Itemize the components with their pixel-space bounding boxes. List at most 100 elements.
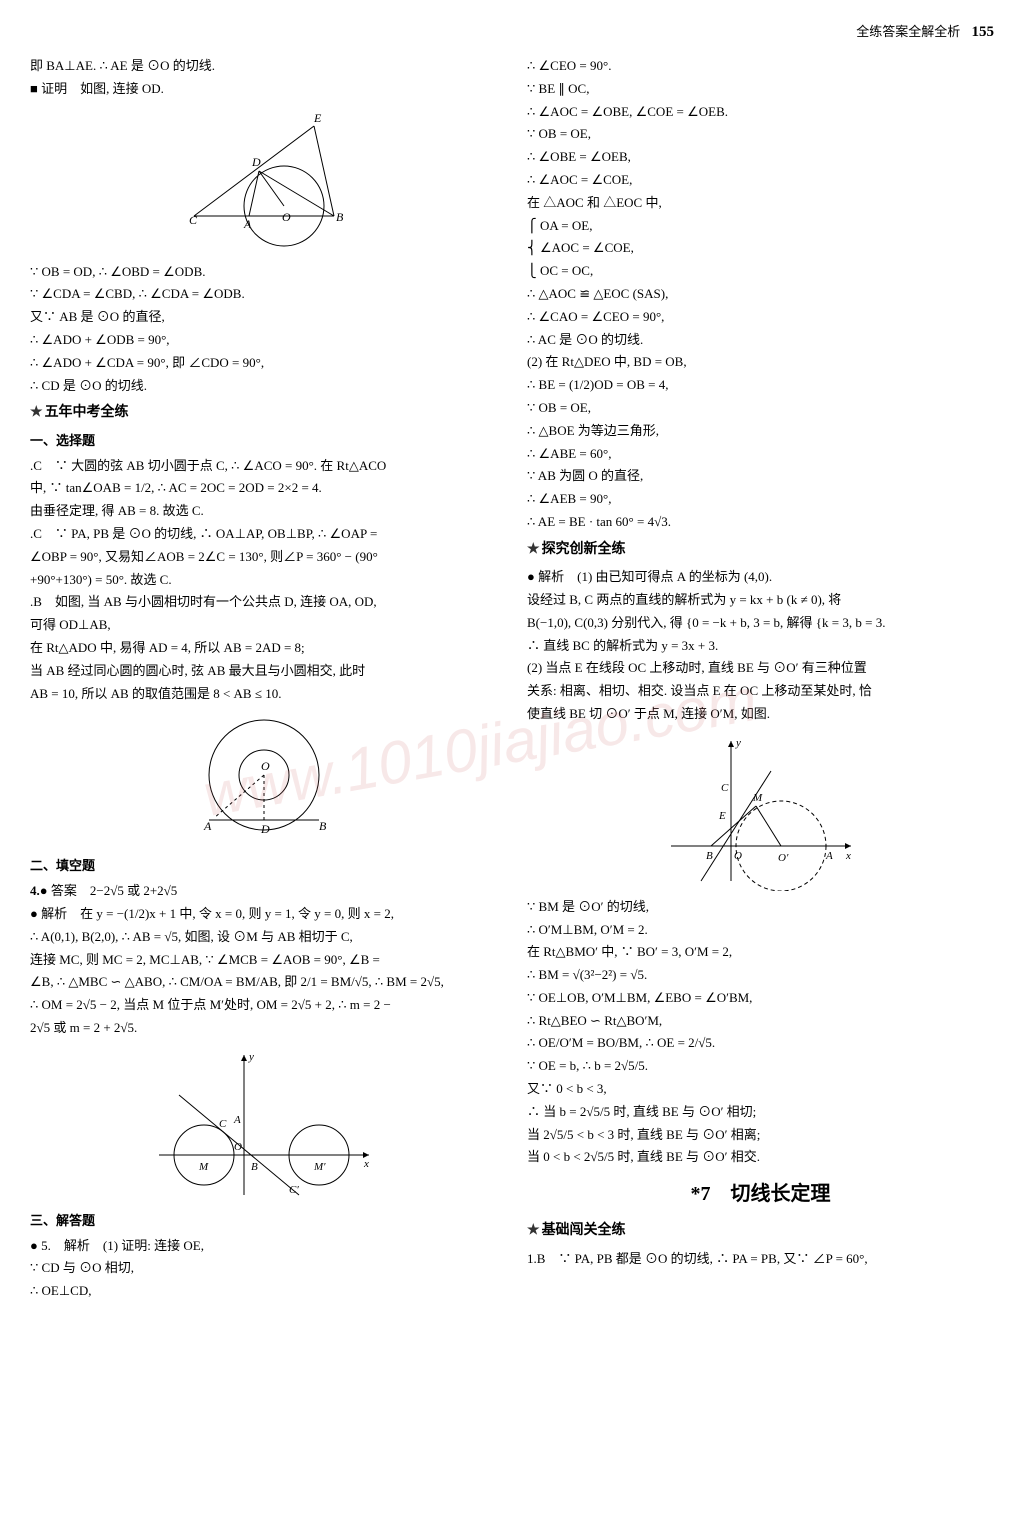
text-line: ∴ BM = √(3²−2²) = √5.	[527, 965, 994, 986]
text-line: .B 如图, 当 AB 与小圆相切时有一个公共点 D, 连接 OA, OD,	[30, 592, 497, 613]
answer-text: 答案 2−2√5 或 2+2√5	[51, 883, 177, 898]
text-line: AB = 10, 所以 AB 的取值范围是 8 < AB ≤ 10.	[30, 684, 497, 705]
svg-text:A: A	[203, 819, 212, 833]
text-line: 当 AB 经过同心圆的圆心时, 弦 AB 最大且与小圆相交, 此时	[30, 661, 497, 682]
proof-label: 证明 如图, 连接 OD.	[41, 81, 164, 96]
svg-text:B: B	[251, 1161, 258, 1173]
svg-text:B: B	[319, 819, 327, 833]
svg-text:D: D	[251, 155, 261, 169]
coordinate-tangent-diagram: B O O′ A E C M y x	[661, 731, 861, 891]
text-line: ∴ ∠AOC = ∠OBE, ∠COE = ∠OEB.	[527, 102, 994, 123]
text-line: ⎧ OA = OE,	[527, 216, 994, 237]
text-line: ∵ CD 与 ⊙O 相切,	[30, 1258, 497, 1279]
svg-text:O′: O′	[778, 852, 789, 864]
svg-text:M: M	[198, 1161, 209, 1173]
text-line: 设经过 B, C 两点的直线的解析式为 y = kx + b (k ≠ 0), …	[527, 590, 994, 611]
q5-text: 5. 解析 (1) 证明: 连接 OE,	[41, 1238, 204, 1253]
text-line: ■ 证明 如图, 连接 OD.	[30, 79, 497, 100]
text-line: ● 解析 (1) 由已知可得点 A 的坐标为 (4,0).	[527, 567, 994, 588]
left-column: 即 BA⊥AE. ∴ AE 是 ⊙O 的切线. ■ 证明 如图, 连接 OD. …	[30, 54, 497, 1304]
text-line: ∴ ∠ABE = 60°,	[527, 444, 994, 465]
svg-text:y: y	[735, 737, 741, 749]
text-line: +90°+130°) = 50°. 故选 C.	[30, 570, 497, 591]
text-line: ∵ ∠CDA = ∠CBD, ∴ ∠CDA = ∠ODB.	[30, 284, 497, 305]
svg-text:D: D	[260, 822, 270, 836]
svg-text:O: O	[234, 1141, 242, 1153]
header-title: 全练答案全解全析	[856, 24, 960, 39]
text-line: ∴ △BOE 为等边三角形,	[527, 421, 994, 442]
text-line: ∵ OE⊥OB, O′M⊥BM, ∠EBO = ∠O′BM,	[527, 988, 994, 1009]
section-title: 探究创新全练	[527, 539, 994, 561]
text-line: ∴ ∠ADO + ∠CDA = 90°, 即 ∠CDO = 90°,	[30, 353, 497, 374]
right-column: ∴ ∠CEO = 90°. ∵ BE ∥ OC, ∴ ∠AOC = ∠OBE, …	[527, 54, 994, 1304]
sub-heading: 三、解答题	[30, 1211, 497, 1232]
text-line: ∴ Rt△BEO ∽ Rt△BO′M,	[527, 1011, 994, 1032]
text-line: ∴ O′M⊥BM, O′M = 2.	[527, 920, 994, 941]
svg-text:C: C	[219, 1118, 227, 1130]
svg-text:x: x	[845, 850, 851, 862]
svg-text:B: B	[336, 210, 344, 224]
text-line: ∵ OB = OE,	[527, 124, 994, 145]
text-line: 又∵ AB 是 ⊙O 的直径,	[30, 307, 497, 328]
sub-heading: 一、选择题	[30, 431, 497, 452]
svg-text:E: E	[718, 810, 726, 822]
text-line: (2) 当点 E 在线段 OC 上移动时, 直线 BE 与 ⊙O′ 有三种位置	[527, 658, 994, 679]
text-line: ∴ ∠CAO = ∠CEO = 90°,	[527, 307, 994, 328]
page-number: 155	[972, 24, 995, 40]
text-line: ∠B, ∴ △MBC ∽ △ABO, ∴ CM/OA = BM/AB, 即 2/…	[30, 972, 497, 993]
text-line: ∴ AE = BE · tan 60° = 4√3.	[527, 512, 994, 533]
text-line: ∴ CD 是 ⊙O 的切线.	[30, 376, 497, 397]
text-line: 又∵ 0 < b < 3,	[527, 1079, 994, 1100]
text-line: 在 Rt△BMO′ 中, ∵ BO′ = 3, O′M = 2,	[527, 942, 994, 963]
text-line: ⎨ ∠AOC = ∠COE,	[527, 238, 994, 259]
text-line: ∴ A(0,1), B(2,0), ∴ AB = √5, 如图, 设 ⊙M 与 …	[30, 927, 497, 948]
text-line: ● 解析 在 y = −(1/2)x + 1 中, 令 x = 0, 则 y =…	[30, 904, 497, 925]
text-line: ∠OBP = 90°, 又易知∠AOB = 2∠C = 130°, 则∠P = …	[30, 547, 497, 568]
text-line: 1.B ∵ PA, PB 都是 ⊙O 的切线, ∴ PA = PB, 又∵ ∠P…	[527, 1249, 994, 1270]
text-line: ● 5. 解析 (1) 证明: 连接 OE,	[30, 1236, 497, 1257]
text-line: ∴ 直线 BC 的解析式为 y = 3x + 3.	[527, 636, 994, 657]
coordinate-two-circles-diagram: M B M′ O A C C′ x y	[149, 1045, 379, 1205]
text-line: ∴ ∠AOC = ∠COE,	[527, 170, 994, 191]
svg-text:E: E	[313, 111, 322, 125]
text-line: ∴ ∠OBE = ∠OEB,	[527, 147, 994, 168]
text-line: 4.● 答案 2−2√5 或 2+2√5	[30, 881, 497, 902]
svg-text:C: C	[189, 213, 198, 227]
svg-text:O: O	[282, 210, 291, 224]
text-line: 在 △AOC 和 △EOC 中,	[527, 193, 994, 214]
svg-text:A: A	[825, 850, 833, 862]
concentric-circles-diagram: O A D B	[184, 710, 344, 850]
svg-text:C: C	[721, 782, 729, 794]
text-line: ∴ ∠CEO = 90°.	[527, 56, 994, 77]
text-line: .C ∵ PA, PB 是 ⊙O 的切线, ∴ OA⊥AP, OB⊥BP, ∴ …	[30, 524, 497, 545]
text-line: 关系: 相离、相切、相交. 设当点 E 在 OC 上移动至某处时, 恰	[527, 681, 994, 702]
geometry-diagram-1: C A O B D E	[164, 106, 364, 256]
svg-text:M: M	[752, 792, 763, 804]
text-line: ∴ OM = 2√5 − 2, 当点 M 位于点 M′处时, OM = 2√5 …	[30, 995, 497, 1016]
explain-text: 解析 在 y = −(1/2)x + 1 中, 令 x = 0, 则 y = 1…	[41, 906, 394, 921]
text-line: ∵ OE = b, ∴ b = 2√5/5.	[527, 1056, 994, 1077]
text-line: 由垂径定理, 得 AB = 8. 故选 C.	[30, 501, 497, 522]
text-line: ∵ OB = OE,	[527, 398, 994, 419]
text-line: ∴ AC 是 ⊙O 的切线.	[527, 330, 994, 351]
text-line: ∴ BE = (1/2)OD = OB = 4,	[527, 375, 994, 396]
text-line: (2) 在 Rt△DEO 中, BD = OB,	[527, 352, 994, 373]
text-line: 连接 MC, 则 MC = 2, MC⊥AB, ∵ ∠MCB = ∠AOB = …	[30, 950, 497, 971]
chapter-title: *7 切线长定理	[527, 1178, 994, 1210]
text-line: B(−1,0), C(0,3) 分别代入, 得 {0 = −k + b, 3 =…	[527, 613, 994, 634]
text-line: ⎩ OC = OC,	[527, 261, 994, 282]
sub-heading: 二、填空题	[30, 856, 497, 877]
text-line: ∴ ∠ADO + ∠ODB = 90°,	[30, 330, 497, 351]
text-line: 可得 OD⊥AB,	[30, 615, 497, 636]
svg-text:O: O	[734, 850, 742, 862]
text-line: ∴ OE⊥CD,	[30, 1281, 497, 1302]
text-line: ∵ AB 为圆 O 的直径,	[527, 466, 994, 487]
section-title: 基础闯关全练	[527, 1220, 994, 1242]
text-line: .C ∵ 大圆的弦 AB 切小圆于点 C, ∴ ∠ACO = 90°. 在 Rt…	[30, 456, 497, 477]
text-line: ∵ OB = OD, ∴ ∠OBD = ∠ODB.	[30, 262, 497, 283]
text-line: 2√5 或 m = 2 + 2√5.	[30, 1018, 497, 1039]
svg-text:O: O	[261, 759, 270, 773]
explain-text: 解析 (1) 由已知可得点 A 的坐标为 (4,0).	[538, 569, 772, 584]
text-line: 即 BA⊥AE. ∴ AE 是 ⊙O 的切线.	[30, 56, 497, 77]
svg-text:A: A	[233, 1114, 241, 1126]
